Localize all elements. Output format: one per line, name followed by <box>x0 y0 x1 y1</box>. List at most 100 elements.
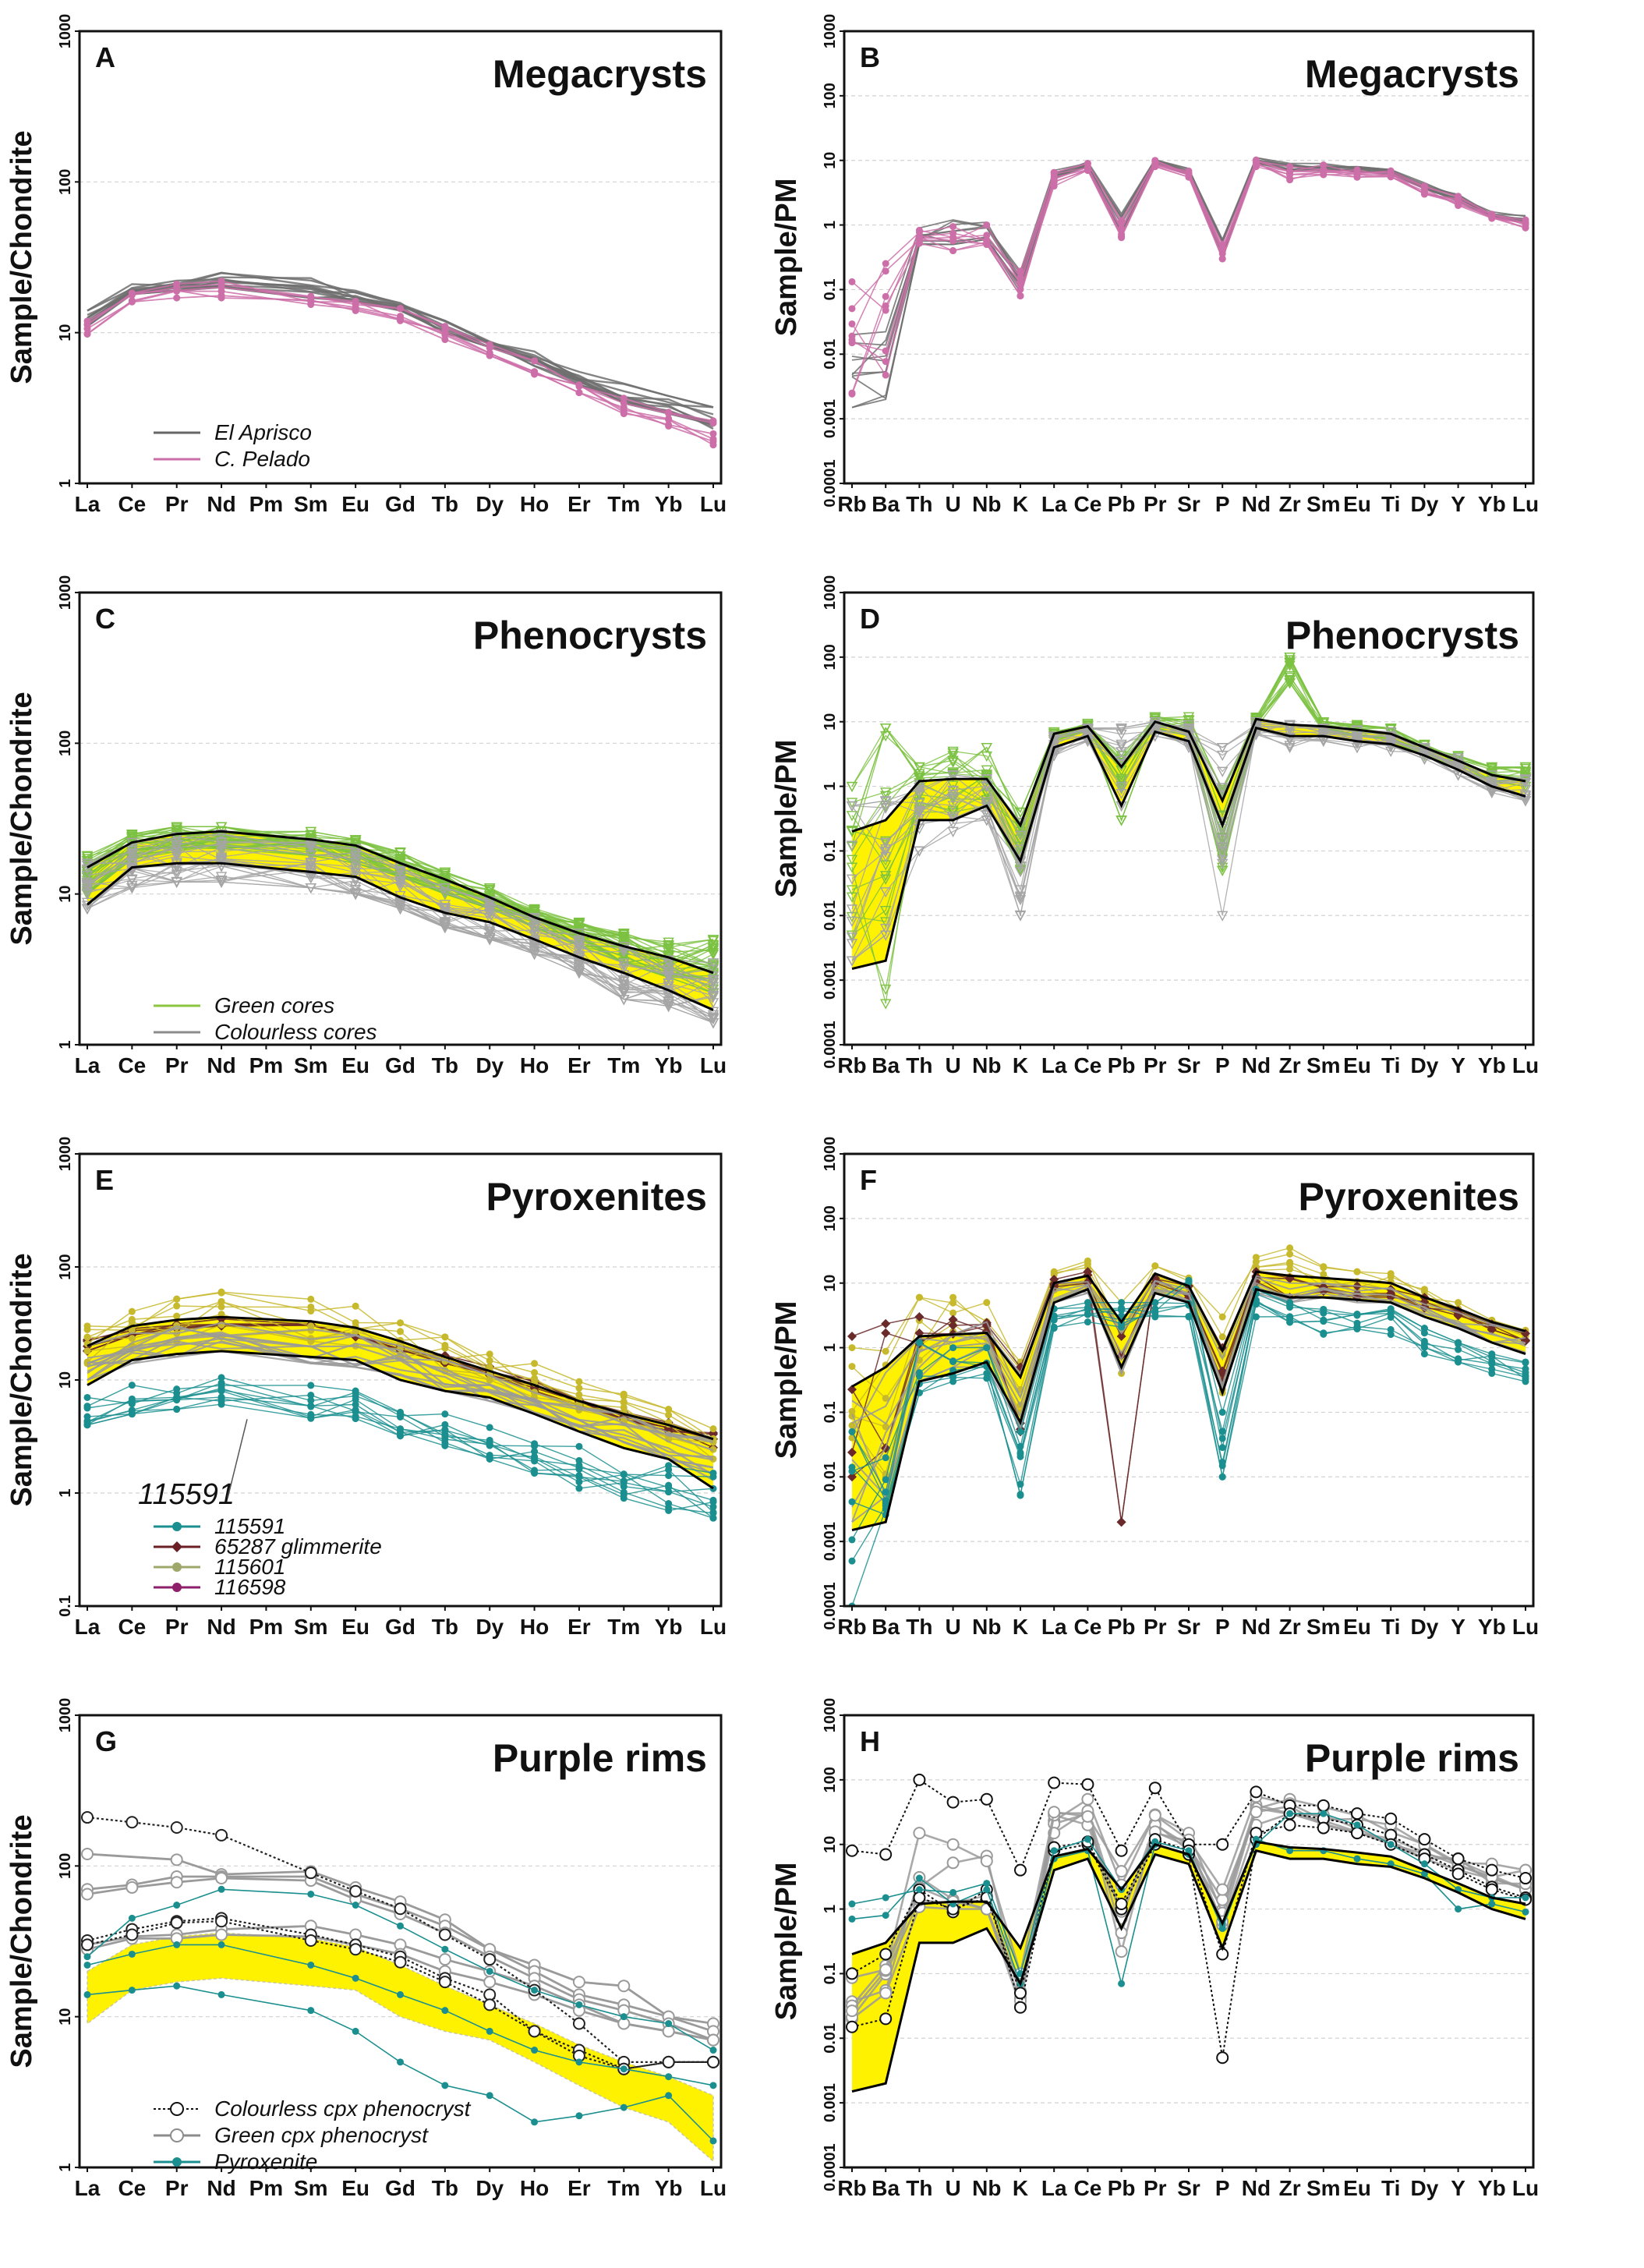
series-115601-point <box>486 1357 493 1364</box>
series-pyroxenite-point <box>83 1990 91 1998</box>
series-c-pelado-point <box>173 294 181 302</box>
series-colourless-cores-point <box>1115 739 1127 750</box>
series-colourless-cores-point <box>914 785 925 796</box>
series-green-cpx-phenocryst-point <box>170 1853 183 1866</box>
series-colourless-cpx-phenocryst-point <box>349 1943 362 1956</box>
series-115591-line <box>87 1387 714 1513</box>
series-pyroxenite-point <box>1420 1870 1428 1877</box>
series-colourless-cores-point <box>880 930 892 941</box>
x-tick-label: Eu <box>1343 1053 1371 1077</box>
series-colourless-cores-point <box>81 881 94 892</box>
x-tick-label: Ho <box>520 1053 549 1077</box>
series-pyroxenite-line <box>87 1944 714 2086</box>
series-pyroxenite-point <box>531 1987 539 1994</box>
series-115601-point <box>397 1319 404 1327</box>
series-green-cores-point <box>1217 865 1229 876</box>
series-colourless-cores-point <box>305 860 316 871</box>
y-tick-label: 100 <box>822 83 839 108</box>
series-115591-point <box>217 1400 225 1408</box>
x-tick-label: Tb <box>432 1053 458 1077</box>
series-115591-point <box>949 1344 957 1352</box>
series-colourless-cores-point <box>215 840 228 851</box>
x-tick-label: Yb <box>1478 1615 1506 1639</box>
series-115591-point <box>575 1472 583 1480</box>
panel-title: Purple rims <box>1305 1736 1519 1780</box>
series-pyroxenite-point <box>983 1880 991 1888</box>
series-colourless-cpx-phenocryst-point <box>913 1891 926 1904</box>
series-115601-point <box>983 1299 991 1307</box>
series-c-pelado-point <box>882 371 889 379</box>
series-115591-point <box>1522 1359 1529 1367</box>
x-tick-label: Nb <box>972 1615 1001 1639</box>
series-colourless-cpx-phenocryst-point <box>1115 1898 1128 1911</box>
x-tick-label: Tm <box>607 2176 640 2200</box>
series-colourless-cores-point <box>981 816 992 826</box>
series-pyroxenite-point <box>217 1941 225 1948</box>
series-c-pelado-point <box>217 288 225 295</box>
series-115591-point <box>307 1391 315 1399</box>
x-tick-label: Th <box>906 492 932 516</box>
series-pyroxenite-point <box>441 2007 449 2015</box>
series-c-pelado-point <box>1118 231 1126 239</box>
series-115591-point <box>1420 1329 1428 1337</box>
series-115591-point <box>217 1393 225 1401</box>
series-115591-line <box>87 1403 714 1508</box>
legend: Green cores Colourless cores <box>154 993 377 1044</box>
series-colourless-cores-point <box>947 801 959 812</box>
series-colourless-cpx-phenocryst-point <box>81 1938 94 1951</box>
plot-area <box>80 31 721 483</box>
x-tick-label: Yb <box>1478 2176 1506 2200</box>
series-colourless-cores-point <box>707 992 719 1003</box>
y-tick-label: 1 <box>822 221 839 229</box>
series-115601-point <box>949 1293 957 1301</box>
series-colourless-cores-point <box>1217 855 1229 866</box>
y-tick-label: 0.001 <box>822 2083 839 2122</box>
series-colourless-cores-point <box>618 995 630 1006</box>
series-115601-point <box>882 1423 889 1431</box>
series-115601-point <box>1286 1260 1294 1268</box>
series-c-pelado-point <box>1084 165 1091 173</box>
legend-label: C. Pelado <box>214 447 310 471</box>
series-colourless-cores-point <box>846 956 858 967</box>
x-tick-label: Lu <box>700 1615 727 1639</box>
series-green-cores-point <box>846 781 858 793</box>
series-colourless-cores-point <box>1217 911 1229 922</box>
series-green-cores-point <box>947 746 959 757</box>
series-115591-point <box>882 1502 889 1509</box>
series-colourless-cpx-phenocryst-point <box>126 1928 139 1941</box>
series-colourless-cores-point <box>914 846 925 857</box>
series-colourless-cores-point <box>573 965 585 976</box>
series-115591-point <box>441 1438 449 1446</box>
series-115601-point <box>173 1302 181 1310</box>
series-colourless-cores-point <box>529 949 540 961</box>
series-green-cores-point <box>947 769 959 780</box>
series-pyroxenite-point <box>352 2027 359 2035</box>
series-colourless-cores-point <box>1217 842 1229 853</box>
series-green-cpx-phenocryst-point <box>81 1848 94 1861</box>
series-pyroxenite-point <box>620 2013 628 2021</box>
series-colourless-cores-point <box>1486 778 1497 789</box>
series-c-pelado-point <box>1151 157 1159 165</box>
series-green-cpx-phenocryst-line <box>87 1934 714 2041</box>
series-colourless-cores-point <box>349 867 362 878</box>
x-tick-label: Gd <box>385 2176 415 2200</box>
series-pyroxenite-point <box>1320 1810 1328 1817</box>
x-tick-label: Dy <box>1411 1053 1439 1077</box>
series-115591-point <box>709 1509 717 1516</box>
series-green-cores-point <box>1115 775 1127 786</box>
x-tick-label: Rb <box>837 492 866 516</box>
series-115601-point <box>352 1302 359 1310</box>
series-115591-point <box>128 1410 136 1418</box>
series-115601-point <box>307 1322 315 1330</box>
series-colourless-cpx-phenocryst-point <box>438 1976 451 1989</box>
series-green-cores-point <box>914 762 925 773</box>
series-green-cores-line <box>87 838 714 983</box>
panel-title: Megacrysts <box>1305 52 1519 96</box>
x-tick-label: Tm <box>607 1053 640 1077</box>
series-colourless-cpx-phenocryst-point <box>1451 1867 1465 1881</box>
series-c-pelado-point <box>1016 274 1024 281</box>
x-tick-label: Eu <box>341 492 369 516</box>
y-tick-label: 0.0001 <box>822 1582 839 1629</box>
series-green-cores-point <box>1486 765 1497 776</box>
